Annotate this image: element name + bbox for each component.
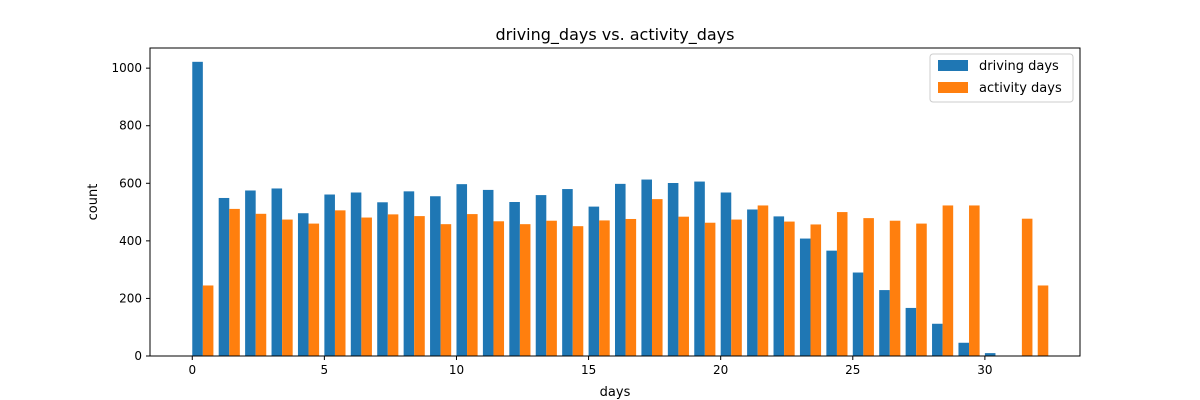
bar-driving-days-27 bbox=[905, 307, 917, 356]
x-tick-label-20: 20 bbox=[713, 363, 728, 377]
bar-activity-days-7 bbox=[387, 214, 399, 356]
bar-activity-days-29 bbox=[969, 205, 980, 356]
bar-driving-days-21 bbox=[747, 209, 758, 356]
y-tick-label-800: 800 bbox=[119, 119, 142, 133]
legend: driving days activity days bbox=[929, 53, 1074, 103]
bar-driving-days-10 bbox=[456, 184, 468, 356]
bar-activity-days-3 bbox=[282, 219, 293, 356]
bars-group bbox=[192, 61, 1049, 356]
bar-activity-days-24 bbox=[836, 212, 848, 356]
bar-driving-days-30 bbox=[984, 353, 996, 356]
bar-driving-days-2 bbox=[245, 190, 256, 356]
x-tick-label-0: 0 bbox=[188, 363, 196, 377]
bar-driving-days-4 bbox=[297, 213, 309, 356]
legend-swatch-driving-days bbox=[938, 60, 968, 71]
bar-driving-days-9 bbox=[430, 196, 441, 356]
y-tick-label-400: 400 bbox=[119, 234, 142, 248]
legend-swatch-activity-days bbox=[938, 82, 968, 93]
bar-driving-days-17 bbox=[641, 179, 652, 356]
bar-activity-days-4 bbox=[308, 223, 320, 356]
bar-activity-days-11 bbox=[493, 221, 505, 356]
bar-activity-days-5 bbox=[334, 210, 346, 356]
bar-activity-days-15 bbox=[599, 220, 610, 356]
x-axis-ticks: 0 5 10 15 20 25 30 bbox=[188, 356, 993, 377]
y-tick-label-1000: 1000 bbox=[111, 61, 142, 75]
x-tick-label-15: 15 bbox=[581, 363, 596, 377]
bar-driving-days-20 bbox=[720, 192, 732, 356]
bar-activity-days-9 bbox=[440, 224, 452, 356]
bar-driving-days-0 bbox=[192, 61, 203, 356]
bar-activity-days-25 bbox=[863, 218, 874, 356]
bar-activity-days-31.6 bbox=[1037, 285, 1049, 356]
bar-activity-days-21 bbox=[757, 205, 769, 356]
bar-driving-days-18 bbox=[667, 183, 679, 356]
bar-driving-days-24 bbox=[826, 250, 837, 356]
bar-driving-days-13 bbox=[535, 195, 547, 356]
bar-activity-days-27 bbox=[916, 223, 927, 356]
bar-driving-days-6 bbox=[350, 192, 362, 356]
bar-activity-days-31 bbox=[1021, 218, 1033, 356]
x-tick-label-30: 30 bbox=[977, 363, 992, 377]
bar-activity-days-28 bbox=[942, 205, 954, 356]
bar-activity-days-23 bbox=[810, 224, 822, 356]
legend-label-activity-days: activity days bbox=[979, 81, 1062, 96]
bar-driving-days-14 bbox=[562, 189, 573, 356]
bar-activity-days-2 bbox=[255, 213, 267, 356]
bar-driving-days-7 bbox=[377, 202, 388, 356]
bar-activity-days-16 bbox=[625, 218, 637, 356]
bar-driving-days-16 bbox=[615, 183, 626, 356]
y-axis-ticks: 0 200 400 600 800 1000 bbox=[111, 61, 150, 363]
bar-driving-days-15 bbox=[588, 206, 600, 356]
x-axis-label: days bbox=[600, 385, 631, 400]
bar-driving-days-1 bbox=[218, 197, 230, 356]
bar-activity-days-6 bbox=[361, 217, 372, 356]
legend-label-driving-days: driving days bbox=[979, 59, 1059, 74]
bar-activity-days-26 bbox=[889, 220, 901, 356]
bar-driving-days-25 bbox=[852, 272, 864, 356]
bar-activity-days-8 bbox=[414, 216, 425, 356]
x-tick-label-25: 25 bbox=[845, 363, 860, 377]
bar-driving-days-8 bbox=[403, 191, 415, 356]
bar-driving-days-26 bbox=[879, 290, 890, 356]
axes-frame bbox=[149, 47, 1081, 357]
bar-activity-days-20 bbox=[731, 219, 742, 356]
bar-driving-days-23 bbox=[799, 238, 811, 356]
bar-activity-days-12 bbox=[519, 224, 531, 356]
bar-driving-days-19 bbox=[694, 181, 705, 356]
bar-activity-days-14 bbox=[572, 226, 584, 356]
bar-activity-days-0 bbox=[202, 285, 214, 356]
bar-activity-days-17 bbox=[651, 199, 663, 356]
bar-driving-days-28 bbox=[932, 323, 943, 356]
bar-driving-days-3 bbox=[271, 188, 283, 356]
bar-driving-days-5 bbox=[324, 194, 335, 356]
chart-title: driving_days vs. activity_days bbox=[496, 25, 735, 45]
y-tick-label-600: 600 bbox=[119, 176, 142, 190]
bar-activity-days-13 bbox=[546, 220, 557, 356]
bar-activity-days-10 bbox=[467, 214, 478, 356]
y-tick-label-0: 0 bbox=[134, 349, 142, 363]
bar-driving-days-11 bbox=[482, 189, 494, 356]
y-axis-label: count bbox=[86, 184, 101, 221]
bar-activity-days-19 bbox=[704, 222, 716, 356]
x-tick-label-10: 10 bbox=[449, 363, 464, 377]
bar-driving-days-29 bbox=[958, 342, 970, 356]
bar-activity-days-1 bbox=[229, 208, 240, 356]
bar-driving-days-12 bbox=[509, 202, 520, 356]
bar-activity-days-18 bbox=[678, 216, 689, 356]
y-tick-label-200: 200 bbox=[119, 291, 142, 305]
bar-activity-days-22 bbox=[784, 221, 795, 356]
bar-driving-days-22 bbox=[773, 216, 785, 356]
x-tick-label-5: 5 bbox=[321, 363, 329, 377]
